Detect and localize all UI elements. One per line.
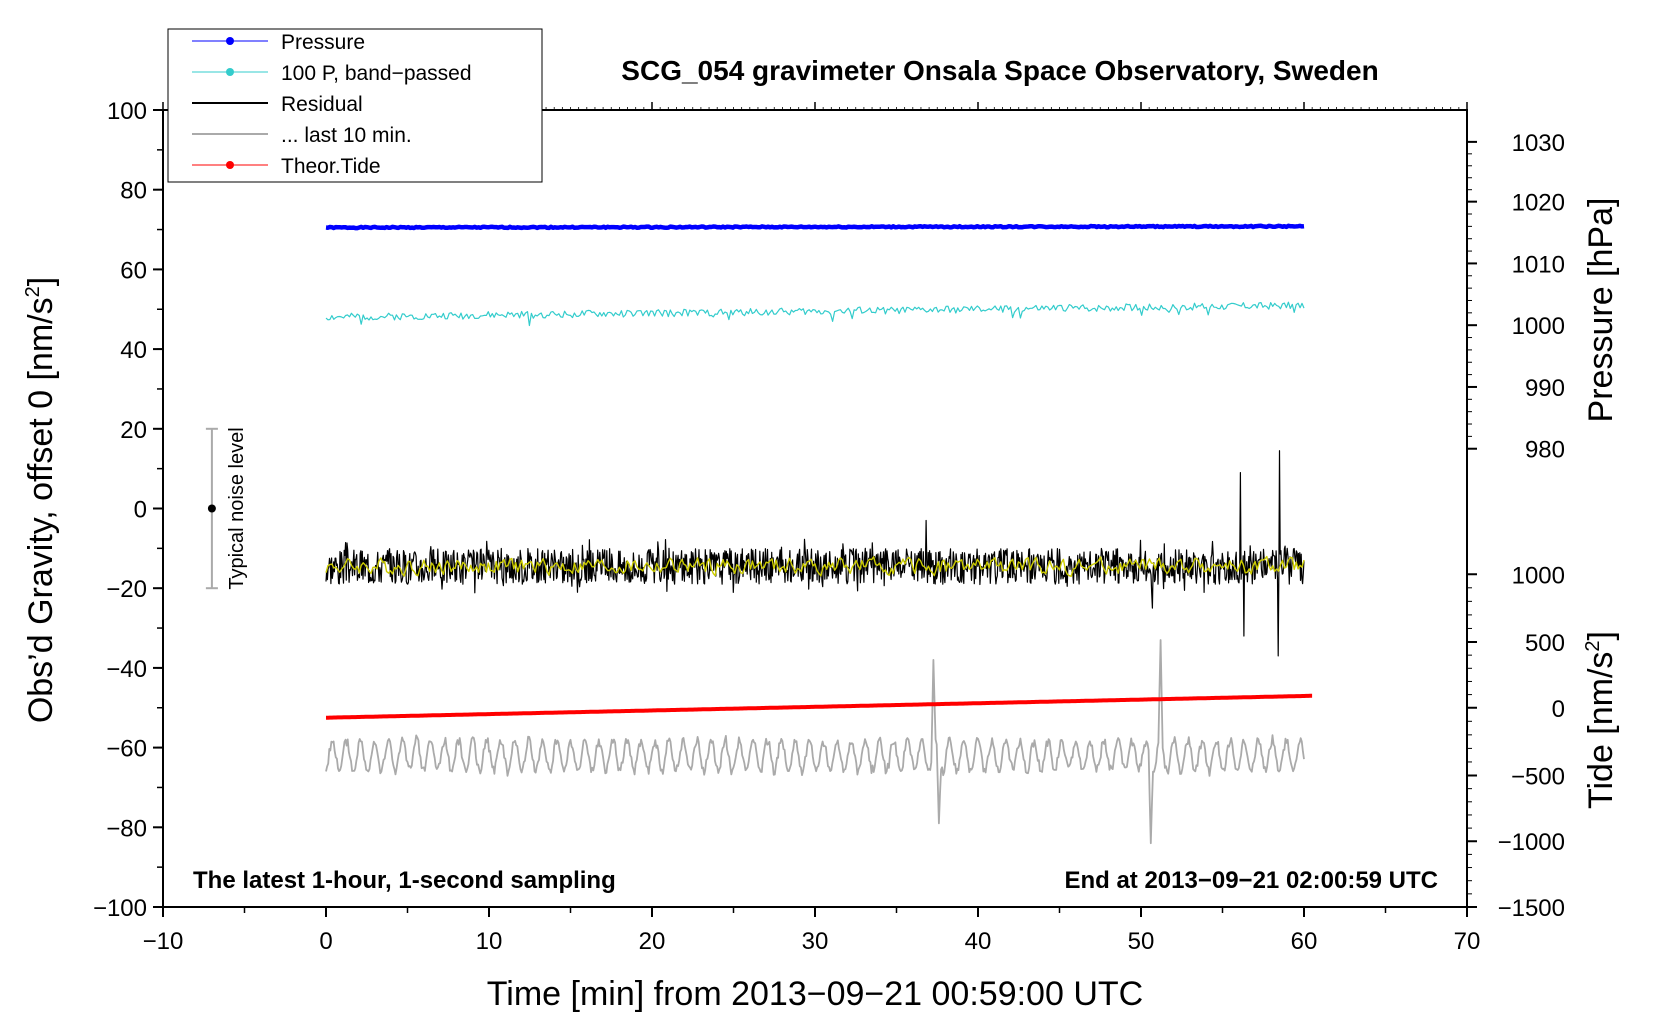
chart-title: SCG_054 gravimeter Onsala Space Observat… (621, 55, 1378, 86)
pressure-tick-label: 1020 (1512, 190, 1565, 217)
x-tick-label: 20 (639, 928, 666, 955)
y-axis-title-tide-sup: 2 (1582, 640, 1604, 651)
legend-marker-100-p-band-passed (226, 68, 234, 76)
legend-label-pressure: Pressure (281, 31, 365, 54)
note-sampling: The latest 1-hour, 1-second sampling (193, 867, 616, 894)
y-tick-label: 0 (134, 497, 147, 524)
x-tick-label: 60 (1291, 928, 1318, 955)
y-tick-label: 60 (120, 257, 147, 284)
legend-label-theor-tide: Theor.Tide (281, 155, 381, 178)
pressure-tick-label: 1010 (1512, 251, 1565, 278)
y-axis-title-left-main: Obs’d Gravity, offset 0 [nm/s (22, 297, 60, 723)
tide-tick-label: 0 (1552, 696, 1565, 723)
legend-label-last-10-min: ... last 10 min. (281, 124, 412, 147)
x-axis-title: Time [min] from 2013−09−21 00:59:00 UTC (487, 975, 1143, 1013)
x-tick-label: 70 (1454, 928, 1481, 955)
tide-tick-label: −1000 (1498, 829, 1565, 856)
noise-bar-center (208, 505, 216, 513)
y-tick-label: 80 (120, 178, 147, 205)
y-axis-title-left: Obs’d Gravity, offset 0 [nm/s2] (22, 277, 60, 723)
x-tick-label: 40 (965, 928, 992, 955)
x-tick-label: 50 (1128, 928, 1155, 955)
y-tick-label: −80 (106, 815, 147, 842)
legend-marker-pressure (226, 37, 234, 45)
x-tick-label: 10 (476, 928, 503, 955)
y-axis-title-left-sup: 2 (22, 286, 44, 297)
tide-tick-label: −500 (1511, 763, 1565, 790)
noise-bar: Typical noise level (206, 427, 248, 589)
y-tick-label: 100 (107, 98, 147, 125)
pressure-tick-label: 1030 (1512, 130, 1565, 157)
tide-tick-label: 1000 (1512, 562, 1565, 589)
legend-label-100-p-band-passed: 100 P, band−passed (281, 62, 472, 85)
tide-tick-label: −1500 (1498, 895, 1565, 922)
series-pressure (326, 226, 1304, 228)
y-axis-title-left-end: ] (22, 277, 60, 286)
note-end-time: End at 2013−09−21 02:00:59 UTC (1064, 867, 1438, 894)
tide-tick-label: 500 (1525, 630, 1565, 657)
y-tick-label: −20 (106, 576, 147, 603)
noise-bar-label: Typical noise level (226, 427, 248, 589)
y-axis-title-tide-end: ] (1582, 631, 1620, 640)
legend-marker-theor-tide (226, 161, 234, 169)
y-axis-title-pressure: Pressure [hPa] (1582, 198, 1620, 423)
y-tick-label: −40 (106, 656, 147, 683)
legend: Pressure 100 P, band−passed Residual ... la… (168, 29, 542, 182)
pressure-tick-label: 980 (1525, 437, 1565, 464)
x-tick-label: −10 (143, 928, 184, 955)
pressure-tick-label: 990 (1525, 375, 1565, 402)
gravimeter-chart: SCG_054 gravimeter Onsala Space Observat… (0, 0, 1660, 1020)
y-tick-label: 20 (120, 417, 147, 444)
y-tick-label: −100 (93, 895, 147, 922)
pressure-tick-label: 1000 (1512, 313, 1565, 340)
y-tick-label: 40 (120, 337, 147, 364)
y-axis-title-tide: Tide [nm/s2] (1582, 631, 1620, 809)
y-axis-title-tide-main: Tide [nm/s (1582, 652, 1620, 809)
x-tick-label: 0 (319, 928, 332, 955)
x-tick-label: 30 (802, 928, 829, 955)
legend-label-residual: Residual (281, 93, 363, 116)
y-tick-label: −60 (106, 736, 147, 763)
